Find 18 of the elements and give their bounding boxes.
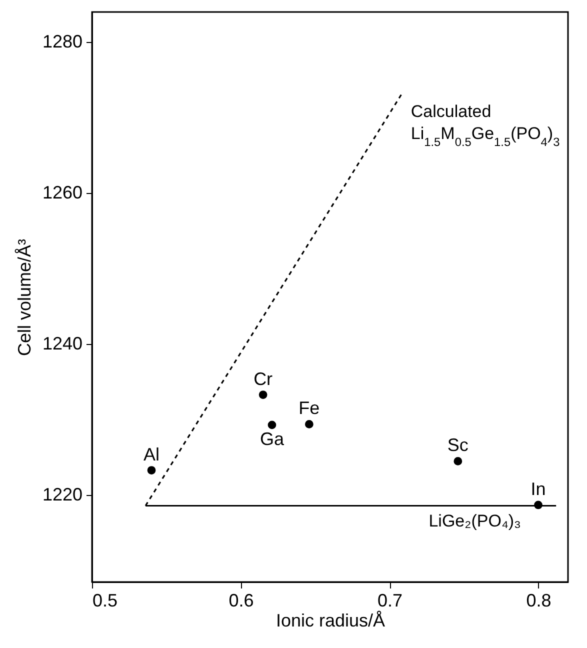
x-tick-label: 0.6 [228, 590, 254, 610]
annotation: In [530, 478, 546, 499]
text: Calculated Li$_{1.5}$M$_{0.5}$Ge$_{1.5}$(PO$_{4}$)$_{3}$ [410, 102, 560, 150]
y-tick-label: 1260 [42, 182, 82, 203]
series-label: LiGe₂(PO₄)₃ [428, 512, 521, 531]
annotation: Ga [260, 428, 285, 449]
y-tick-label: 1220 [42, 484, 82, 505]
x-tick-label: 0.5 [92, 590, 118, 610]
y-axis-title: Cell volume/Å³ [14, 238, 34, 356]
x-axis-title: Ionic radius/Å [276, 610, 386, 630]
y-tick-label: 1280 [42, 32, 82, 52]
x-tick-label: 0.7 [377, 590, 403, 610]
annotation: Cr [254, 368, 273, 389]
x-tick-label: 0.8 [526, 590, 552, 610]
annotation: Al [143, 444, 160, 464]
annotation: Fe [298, 398, 320, 418]
annotation: Sc [447, 435, 468, 456]
y-tick-label: 1240 [42, 334, 82, 354]
